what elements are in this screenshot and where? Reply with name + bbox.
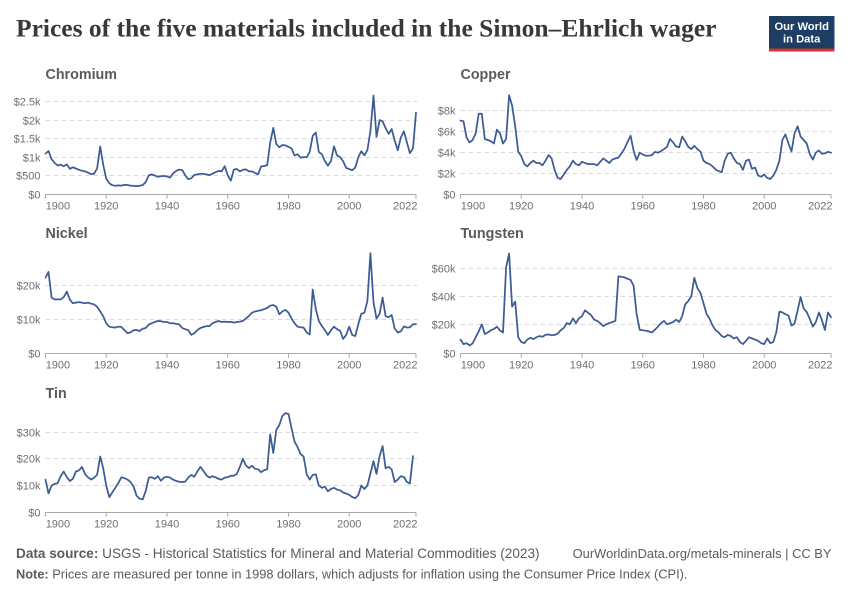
svg-text:1960: 1960 [630,201,654,213]
svg-text:$8k: $8k [438,106,456,118]
svg-text:$0: $0 [28,508,40,520]
svg-text:$20k: $20k [432,320,456,332]
svg-text:$0: $0 [28,349,40,361]
svg-text:1920: 1920 [94,201,118,213]
svg-text:1940: 1940 [155,201,179,213]
svg-text:1940: 1940 [570,201,594,213]
svg-text:1960: 1960 [215,201,239,213]
svg-text:2000: 2000 [337,201,361,213]
svg-text:1920: 1920 [94,360,118,372]
svg-text:$1k: $1k [23,153,41,165]
svg-text:1980: 1980 [691,201,715,213]
svg-text:Copper: Copper [461,67,511,83]
svg-text:1980: 1980 [276,519,300,531]
svg-text:1900: 1900 [461,201,485,213]
svg-text:1940: 1940 [155,519,179,531]
svg-text:$0: $0 [28,190,40,202]
svg-text:$6k: $6k [438,127,456,139]
svg-text:$10k: $10k [17,315,41,327]
svg-text:1980: 1980 [276,360,300,372]
svg-text:2022: 2022 [393,201,417,213]
svg-text:2000: 2000 [337,360,361,372]
svg-text:$60k: $60k [432,264,456,276]
svg-text:1900: 1900 [461,360,485,372]
svg-text:2000: 2000 [752,360,776,372]
svg-text:$0: $0 [443,349,455,361]
svg-text:1980: 1980 [691,360,715,372]
svg-text:$20k: $20k [17,454,41,466]
svg-text:in Data: in Data [783,33,821,45]
svg-text:Data source: USGS - Historical: Data source: USGS - Historical Statistic… [16,546,540,561]
svg-text:1940: 1940 [155,360,179,372]
svg-text:2000: 2000 [337,519,361,531]
svg-text:1940: 1940 [570,360,594,372]
svg-text:$10k: $10k [17,481,41,493]
svg-text:Nickel: Nickel [46,226,88,242]
svg-text:2022: 2022 [808,201,832,213]
svg-text:Tungsten: Tungsten [461,226,524,242]
svg-text:1980: 1980 [276,201,300,213]
svg-text:1900: 1900 [46,519,70,531]
svg-text:1960: 1960 [215,360,239,372]
svg-text:$0: $0 [443,190,455,202]
svg-text:1920: 1920 [94,519,118,531]
svg-text:2022: 2022 [808,360,832,372]
svg-text:1920: 1920 [509,201,533,213]
svg-text:$1.5k: $1.5k [14,134,41,146]
svg-text:Note: Prices are measured per: Note: Prices are measured per tonne in 1… [16,566,687,581]
svg-text:1920: 1920 [509,360,533,372]
svg-text:$2.5k: $2.5k [14,97,41,109]
svg-text:$20k: $20k [17,281,41,293]
svg-text:1900: 1900 [46,201,70,213]
svg-text:2000: 2000 [752,201,776,213]
svg-text:1900: 1900 [46,360,70,372]
svg-text:$4k: $4k [438,148,456,160]
svg-text:2022: 2022 [393,360,417,372]
svg-text:$40k: $40k [432,292,456,304]
svg-text:Tin: Tin [46,386,67,402]
svg-text:$500: $500 [16,171,40,183]
svg-text:Prices of the five materials i: Prices of the five materials included in… [16,13,716,42]
svg-text:$2k: $2k [438,169,456,181]
svg-text:2022: 2022 [393,519,417,531]
svg-text:$30k: $30k [17,428,41,440]
svg-text:1960: 1960 [630,360,654,372]
svg-text:1960: 1960 [215,519,239,531]
svg-text:Our World: Our World [774,21,829,33]
svg-text:Chromium: Chromium [46,67,118,83]
svg-text:$2k: $2k [23,116,41,128]
svg-text:OurWorldinData.org/metals-mine: OurWorldinData.org/metals-minerals | CC … [573,546,832,561]
